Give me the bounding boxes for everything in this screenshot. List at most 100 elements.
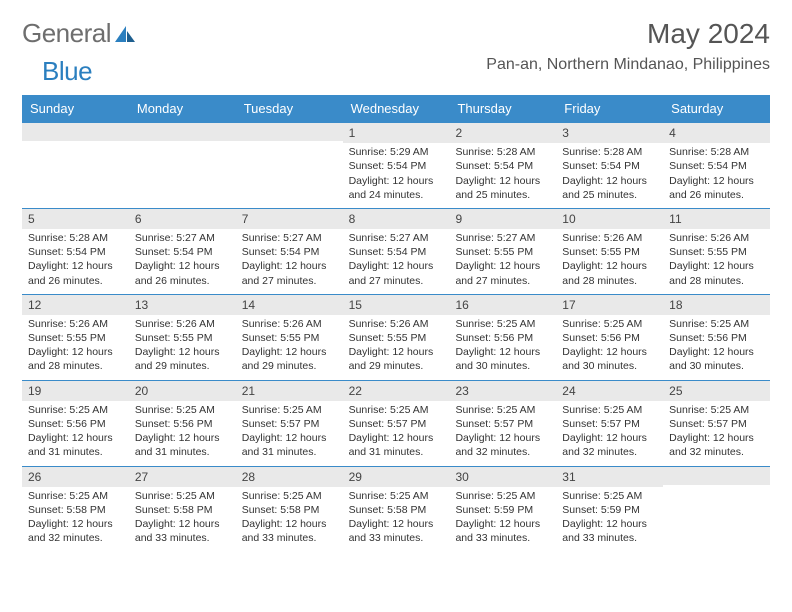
day-cell: 18Sunrise: 5:25 AMSunset: 5:56 PMDayligh…: [663, 295, 770, 380]
day-cell: 10Sunrise: 5:26 AMSunset: 5:55 PMDayligh…: [556, 209, 663, 294]
day-number: [22, 123, 129, 141]
day-number: 10: [556, 209, 663, 229]
sunset-text: Sunset: 5:55 PM: [135, 331, 230, 345]
day-number: 5: [22, 209, 129, 229]
day-cell: 31Sunrise: 5:25 AMSunset: 5:59 PMDayligh…: [556, 467, 663, 552]
title-block: May 2024 Pan-an, Northern Mindanao, Phil…: [486, 18, 770, 74]
day-data: Sunrise: 5:29 AMSunset: 5:54 PMDaylight:…: [343, 143, 450, 208]
sunset-text: Sunset: 5:54 PM: [349, 159, 444, 173]
day-data: Sunrise: 5:25 AMSunset: 5:58 PMDaylight:…: [129, 487, 236, 552]
day-cell: 25Sunrise: 5:25 AMSunset: 5:57 PMDayligh…: [663, 381, 770, 466]
daylight-text: Daylight: 12 hours and 33 minutes.: [562, 517, 657, 545]
day-cell: 23Sunrise: 5:25 AMSunset: 5:57 PMDayligh…: [449, 381, 556, 466]
day-data: Sunrise: 5:25 AMSunset: 5:58 PMDaylight:…: [343, 487, 450, 552]
daylight-text: Daylight: 12 hours and 28 minutes.: [669, 259, 764, 287]
day-cell: 6Sunrise: 5:27 AMSunset: 5:54 PMDaylight…: [129, 209, 236, 294]
day-cell: 13Sunrise: 5:26 AMSunset: 5:55 PMDayligh…: [129, 295, 236, 380]
day-cell: 14Sunrise: 5:26 AMSunset: 5:55 PMDayligh…: [236, 295, 343, 380]
daylight-text: Daylight: 12 hours and 33 minutes.: [135, 517, 230, 545]
day-cell: 11Sunrise: 5:26 AMSunset: 5:55 PMDayligh…: [663, 209, 770, 294]
day-data: Sunrise: 5:26 AMSunset: 5:55 PMDaylight:…: [663, 229, 770, 294]
day-cell: 12Sunrise: 5:26 AMSunset: 5:55 PMDayligh…: [22, 295, 129, 380]
day-cell: 3Sunrise: 5:28 AMSunset: 5:54 PMDaylight…: [556, 123, 663, 208]
day-cell: 20Sunrise: 5:25 AMSunset: 5:56 PMDayligh…: [129, 381, 236, 466]
sunrise-text: Sunrise: 5:28 AM: [455, 145, 550, 159]
day-number: 23: [449, 381, 556, 401]
sunset-text: Sunset: 5:56 PM: [28, 417, 123, 431]
day-cell: 29Sunrise: 5:25 AMSunset: 5:58 PMDayligh…: [343, 467, 450, 552]
day-number: 31: [556, 467, 663, 487]
sunset-text: Sunset: 5:58 PM: [135, 503, 230, 517]
sunrise-text: Sunrise: 5:25 AM: [669, 403, 764, 417]
day-data: Sunrise: 5:27 AMSunset: 5:54 PMDaylight:…: [343, 229, 450, 294]
brand-part1: General: [22, 18, 111, 49]
day-data: Sunrise: 5:25 AMSunset: 5:58 PMDaylight:…: [236, 487, 343, 552]
sunrise-text: Sunrise: 5:28 AM: [562, 145, 657, 159]
sunset-text: Sunset: 5:55 PM: [28, 331, 123, 345]
sunrise-text: Sunrise: 5:25 AM: [669, 317, 764, 331]
sunrise-text: Sunrise: 5:27 AM: [349, 231, 444, 245]
sunset-text: Sunset: 5:56 PM: [562, 331, 657, 345]
day-cell: 28Sunrise: 5:25 AMSunset: 5:58 PMDayligh…: [236, 467, 343, 552]
daylight-text: Daylight: 12 hours and 33 minutes.: [455, 517, 550, 545]
daylight-text: Daylight: 12 hours and 26 minutes.: [135, 259, 230, 287]
sunrise-text: Sunrise: 5:26 AM: [135, 317, 230, 331]
day-cell: 7Sunrise: 5:27 AMSunset: 5:54 PMDaylight…: [236, 209, 343, 294]
day-cell: 22Sunrise: 5:25 AMSunset: 5:57 PMDayligh…: [343, 381, 450, 466]
day-cell: [236, 123, 343, 208]
day-cell: 16Sunrise: 5:25 AMSunset: 5:56 PMDayligh…: [449, 295, 556, 380]
day-cell: 15Sunrise: 5:26 AMSunset: 5:55 PMDayligh…: [343, 295, 450, 380]
sunset-text: Sunset: 5:56 PM: [669, 331, 764, 345]
week-row: 26Sunrise: 5:25 AMSunset: 5:58 PMDayligh…: [22, 466, 770, 552]
sunrise-text: Sunrise: 5:26 AM: [28, 317, 123, 331]
sunrise-text: Sunrise: 5:25 AM: [135, 489, 230, 503]
day-cell: 21Sunrise: 5:25 AMSunset: 5:57 PMDayligh…: [236, 381, 343, 466]
day-number: 15: [343, 295, 450, 315]
day-number: 8: [343, 209, 450, 229]
sunrise-text: Sunrise: 5:25 AM: [562, 489, 657, 503]
daylight-text: Daylight: 12 hours and 26 minutes.: [669, 174, 764, 202]
sunset-text: Sunset: 5:56 PM: [455, 331, 550, 345]
week-row: 1Sunrise: 5:29 AMSunset: 5:54 PMDaylight…: [22, 122, 770, 208]
sunrise-text: Sunrise: 5:25 AM: [562, 403, 657, 417]
sunset-text: Sunset: 5:55 PM: [349, 331, 444, 345]
daylight-text: Daylight: 12 hours and 32 minutes.: [562, 431, 657, 459]
day-number: 19: [22, 381, 129, 401]
day-cell: 8Sunrise: 5:27 AMSunset: 5:54 PMDaylight…: [343, 209, 450, 294]
day-cell: 9Sunrise: 5:27 AMSunset: 5:55 PMDaylight…: [449, 209, 556, 294]
day-data: Sunrise: 5:26 AMSunset: 5:55 PMDaylight:…: [129, 315, 236, 380]
week-row: 5Sunrise: 5:28 AMSunset: 5:54 PMDaylight…: [22, 208, 770, 294]
day-number: 24: [556, 381, 663, 401]
sunrise-text: Sunrise: 5:25 AM: [562, 317, 657, 331]
sunrise-text: Sunrise: 5:27 AM: [242, 231, 337, 245]
day-number: 13: [129, 295, 236, 315]
daylight-text: Daylight: 12 hours and 28 minutes.: [562, 259, 657, 287]
sunset-text: Sunset: 5:57 PM: [669, 417, 764, 431]
sunrise-text: Sunrise: 5:28 AM: [28, 231, 123, 245]
week-row: 19Sunrise: 5:25 AMSunset: 5:56 PMDayligh…: [22, 380, 770, 466]
day-header: Saturday: [663, 95, 770, 122]
sunset-text: Sunset: 5:57 PM: [455, 417, 550, 431]
day-data: Sunrise: 5:25 AMSunset: 5:57 PMDaylight:…: [449, 401, 556, 466]
daylight-text: Daylight: 12 hours and 28 minutes.: [28, 345, 123, 373]
sunset-text: Sunset: 5:58 PM: [28, 503, 123, 517]
daylight-text: Daylight: 12 hours and 31 minutes.: [28, 431, 123, 459]
daylight-text: Daylight: 12 hours and 33 minutes.: [349, 517, 444, 545]
daylight-text: Daylight: 12 hours and 30 minutes.: [455, 345, 550, 373]
day-data: Sunrise: 5:25 AMSunset: 5:59 PMDaylight:…: [556, 487, 663, 552]
day-number: 30: [449, 467, 556, 487]
daylight-text: Daylight: 12 hours and 27 minutes.: [349, 259, 444, 287]
day-number: 16: [449, 295, 556, 315]
sunrise-text: Sunrise: 5:25 AM: [455, 403, 550, 417]
daylight-text: Daylight: 12 hours and 29 minutes.: [349, 345, 444, 373]
sunset-text: Sunset: 5:54 PM: [562, 159, 657, 173]
sunset-text: Sunset: 5:59 PM: [455, 503, 550, 517]
day-data: Sunrise: 5:25 AMSunset: 5:59 PMDaylight:…: [449, 487, 556, 552]
sunrise-text: Sunrise: 5:25 AM: [242, 489, 337, 503]
sunset-text: Sunset: 5:55 PM: [242, 331, 337, 345]
sunset-text: Sunset: 5:55 PM: [669, 245, 764, 259]
day-number: [236, 123, 343, 141]
day-header: Friday: [556, 95, 663, 122]
day-cell: 27Sunrise: 5:25 AMSunset: 5:58 PMDayligh…: [129, 467, 236, 552]
sunrise-text: Sunrise: 5:25 AM: [455, 489, 550, 503]
